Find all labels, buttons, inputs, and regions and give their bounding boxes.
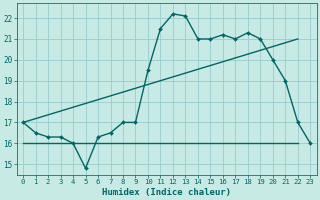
X-axis label: Humidex (Indice chaleur): Humidex (Indice chaleur) (102, 188, 231, 197)
